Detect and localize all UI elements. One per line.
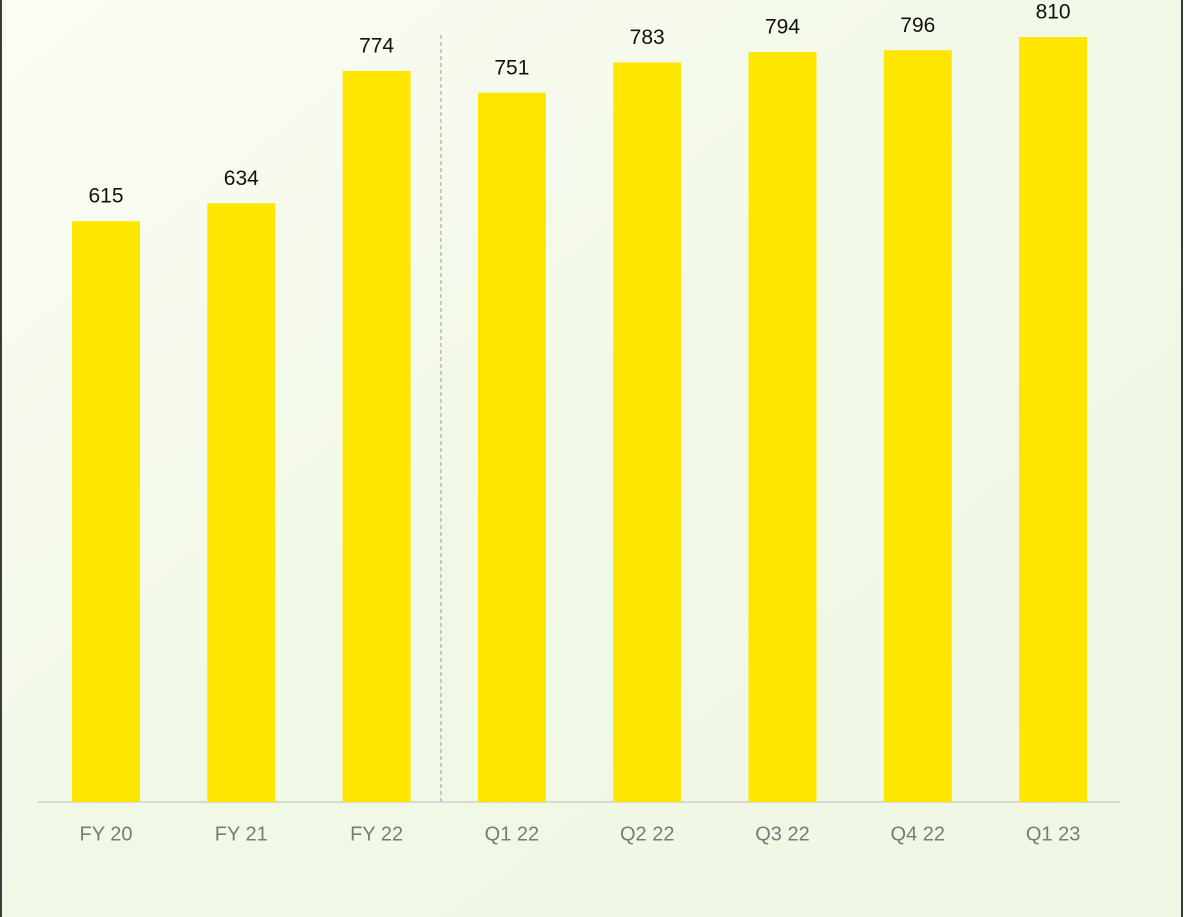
x-tick-label: Q2 22 (620, 823, 674, 845)
x-tick-label: FY 21 (215, 823, 268, 845)
bar (207, 203, 276, 802)
value-label: 783 (630, 26, 665, 49)
bar (477, 92, 546, 802)
x-tick-label: FY 20 (80, 823, 133, 845)
bar (72, 221, 140, 802)
bar (883, 50, 952, 802)
x-tick-label: Q4 22 (891, 823, 945, 845)
bar (1019, 37, 1088, 802)
value-label: 751 (494, 56, 529, 79)
x-tick-label: Q3 22 (755, 823, 809, 845)
value-label: 810 (1036, 1, 1071, 24)
x-tick-label: Q1 22 (485, 823, 539, 845)
x-tick-label: FY 22 (350, 823, 403, 845)
value-label: 774 (359, 35, 394, 58)
bar (613, 62, 682, 802)
bar (748, 52, 817, 803)
x-tick-label: Q1 23 (1026, 823, 1080, 845)
value-label: 615 (88, 185, 123, 208)
bar (342, 71, 411, 802)
value-label: 634 (224, 167, 259, 190)
value-label: 796 (900, 14, 935, 37)
value-label: 794 (765, 16, 800, 39)
